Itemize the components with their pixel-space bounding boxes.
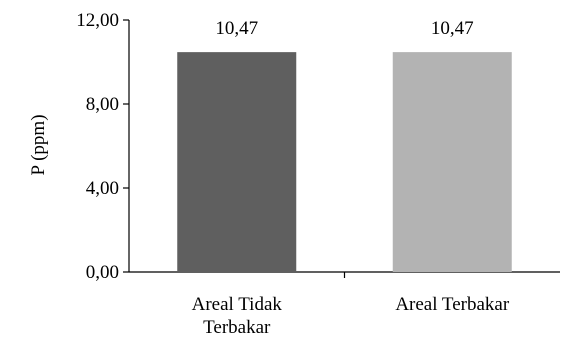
- y-tick-label: 0,00: [86, 262, 119, 283]
- x-category-label: Terbakar: [203, 317, 271, 338]
- y-tick-label: 8,00: [86, 94, 119, 115]
- x-category-label: Areal Tidak: [192, 294, 283, 315]
- y-axis-title: P (ppm): [28, 114, 49, 175]
- bar: [392, 52, 512, 272]
- x-category-label: Areal Terbakar: [395, 294, 510, 315]
- y-tick-label: 4,00: [86, 178, 119, 199]
- bar: [177, 52, 297, 272]
- y-tick-label: 12,00: [76, 10, 119, 31]
- data-label: 10,47: [215, 18, 258, 39]
- data-label: 10,47: [431, 18, 474, 39]
